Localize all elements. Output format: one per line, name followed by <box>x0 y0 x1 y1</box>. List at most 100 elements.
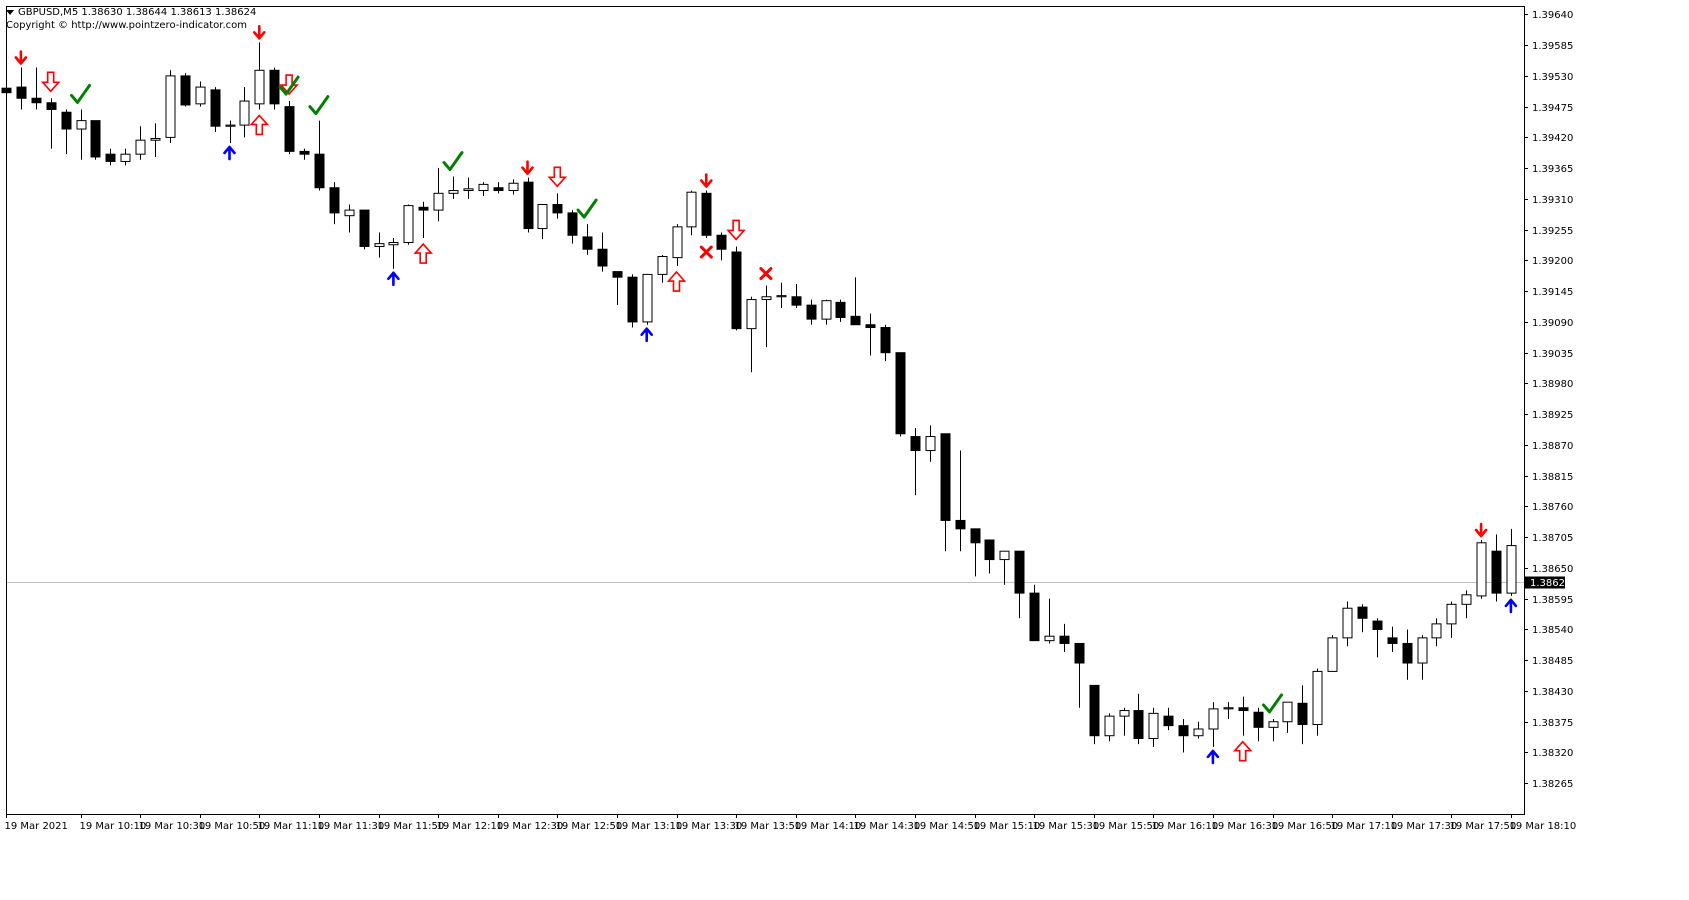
axes-layer: 1.39640 1.39585 1.39530 1.39475 1.39420 1.393… <box>5 6 1576 832</box>
candles-layer <box>1 42 1517 753</box>
candle-body <box>1312 670 1323 726</box>
arrow-down-icon <box>14 50 28 65</box>
x-tick-label: 19 Mar 17:10 <box>1331 821 1398 832</box>
small-arrow-up-icon <box>640 327 653 343</box>
x-tick-label: 19 Mar 10:50 <box>199 821 266 832</box>
y-tick-label: 1.39255 <box>1532 226 1573 237</box>
candle <box>701 190 712 239</box>
candle <box>1312 668 1323 736</box>
candle-body <box>1178 725 1189 737</box>
candle <box>299 148 310 160</box>
candle <box>686 190 697 236</box>
y-tick-label: 1.39145 <box>1532 287 1573 298</box>
candle <box>1446 601 1457 638</box>
candle <box>1402 629 1413 680</box>
y-tick-label: 1.38595 <box>1532 595 1573 606</box>
arrow-up-icon <box>640 327 653 343</box>
copyright-label: Copyright © http://www.pointzero-indicat… <box>6 20 247 31</box>
candle-body <box>374 243 385 247</box>
y-tick-label: 1.39475 <box>1532 103 1573 114</box>
check-icon <box>278 75 300 96</box>
candle-body <box>1491 550 1502 594</box>
candle-body <box>463 188 474 192</box>
candle-body <box>165 75 176 138</box>
arrow-down-icon <box>1474 522 1488 538</box>
candle-body <box>418 206 429 211</box>
arrow-up-icon <box>387 271 400 287</box>
candle <box>1089 684 1100 745</box>
candle-body <box>582 236 593 250</box>
check-icon <box>70 83 91 104</box>
candle <box>523 177 534 233</box>
y-tick-label: 1.39035 <box>1532 349 1573 360</box>
candle <box>552 193 563 219</box>
candle-body <box>672 226 683 259</box>
x-tick-label: 19 Mar 13:10 <box>616 821 683 832</box>
candle <box>806 299 817 325</box>
candle <box>344 204 355 233</box>
hollow-arrow-down-icon <box>547 166 568 188</box>
cross-icon <box>699 245 713 259</box>
chart-header: GBPUSD,M5 1.38630 1.38644 1.38613 1.3862… <box>6 6 256 32</box>
y-tick-label: 1.38925 <box>1532 410 1573 421</box>
candle-body <box>686 191 697 228</box>
candle <box>61 109 72 155</box>
candle-body <box>1089 684 1100 737</box>
candle-body <box>1208 708 1219 730</box>
candle <box>791 283 802 308</box>
y-tick-label: 1.38485 <box>1532 656 1573 667</box>
candle <box>269 67 280 110</box>
candle <box>418 201 429 239</box>
hollow-arrow-down-icon <box>547 166 568 188</box>
candle-body <box>329 187 340 214</box>
candle-body <box>403 205 414 244</box>
hollow-arrow-up-icon <box>666 270 687 292</box>
candle-body <box>716 234 727 250</box>
candle <box>642 273 653 325</box>
current-price-label: 1.38624 <box>1530 578 1571 589</box>
candle-body <box>1446 603 1457 625</box>
candle <box>1014 550 1025 619</box>
small-arrow-down-icon <box>253 25 266 40</box>
hollow-arrow-down-icon <box>40 71 61 93</box>
candle <box>359 209 370 250</box>
x-tick-label: 19 Mar 12:10 <box>437 821 504 832</box>
candle <box>895 352 906 437</box>
candle-body <box>299 150 310 155</box>
candle-body <box>120 153 131 162</box>
candle <box>999 550 1010 585</box>
hollow-arrow-up-icon <box>413 242 433 264</box>
hollow-arrow-up-icon <box>1232 740 1253 762</box>
candle-body <box>746 299 757 330</box>
candle-body <box>984 539 995 561</box>
chevron-down-icon[interactable] <box>6 9 14 15</box>
y-tick-label: 1.38980 <box>1532 379 1573 390</box>
x-tick-label: 19 Mar 13:30 <box>676 821 743 832</box>
candle <box>657 254 668 283</box>
candle-body <box>940 433 951 521</box>
plot-frame <box>6 6 1525 815</box>
candle <box>910 428 921 496</box>
candle-body <box>1282 701 1293 723</box>
candle <box>1223 702 1234 719</box>
candle <box>150 123 161 157</box>
y-tick-label: 1.39200 <box>1532 256 1573 267</box>
candle-body <box>1431 623 1442 639</box>
candle <box>284 101 295 155</box>
candle-body <box>1104 715 1115 737</box>
candle-body <box>90 120 101 158</box>
candle-body <box>1268 721 1279 728</box>
candle-body <box>791 296 802 306</box>
y-tick-label: 1.39585 <box>1532 41 1573 52</box>
x-tick-label: 19 Mar 17:50 <box>1450 821 1517 832</box>
x-tick-label: 19 Mar 16:10 <box>1152 821 1219 832</box>
candle-body <box>895 352 906 435</box>
candle-body <box>195 86 206 105</box>
y-tick-label: 1.38320 <box>1532 748 1573 759</box>
candle-body <box>508 182 519 192</box>
candle-body <box>1476 542 1487 597</box>
check-icon <box>308 95 330 116</box>
candle-body <box>925 436 936 452</box>
y-tick-label: 1.38815 <box>1532 472 1573 483</box>
